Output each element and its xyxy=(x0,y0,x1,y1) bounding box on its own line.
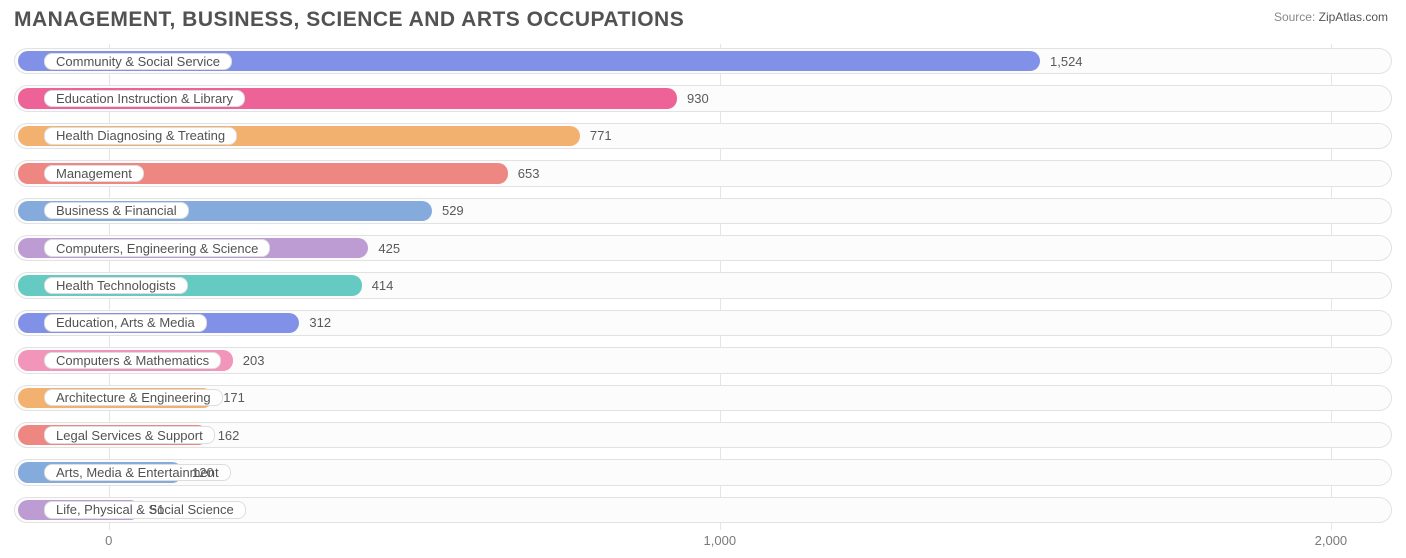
source-site: ZipAtlas.com xyxy=(1319,10,1388,24)
bar-value-label: 162 xyxy=(208,418,240,452)
chart-container: MANAGEMENT, BUSINESS, SCIENCE AND ARTS O… xyxy=(0,0,1406,558)
chart-area: Community & Social Service1,524Education… xyxy=(14,44,1392,552)
bar-value-label: 51 xyxy=(140,493,164,527)
bar-value-label: 203 xyxy=(233,343,265,377)
x-axis-tick: 1,000 xyxy=(704,533,737,548)
bar-row: Arts, Media & Entertainment120 xyxy=(14,455,1392,489)
bar-row: Health Diagnosing & Treating 771 xyxy=(14,119,1392,153)
source-label: Source: xyxy=(1274,10,1315,24)
bar-value-label: 171 xyxy=(213,381,245,415)
bar-label-pill: Legal Services & Support xyxy=(44,426,215,443)
bar-row: Education Instruction & Library 930 xyxy=(14,81,1392,115)
bar-label-pill: Computers & Mathematics xyxy=(44,352,221,369)
bar-label-pill: Health Diagnosing & Treating xyxy=(44,127,237,144)
bar-label-pill: Computers, Engineering & Science xyxy=(44,239,270,256)
bar-value-label: 1,524 xyxy=(1040,44,1083,78)
bar-label-pill: Community & Social Service xyxy=(44,53,232,70)
bar-value-label: 771 xyxy=(580,119,612,153)
bar-row: Health Technologists 414 xyxy=(14,268,1392,302)
x-axis: 0 1,000 2,000 xyxy=(14,530,1392,552)
bar-row: Business & Financial 529 xyxy=(14,194,1392,228)
bar-row: Community & Social Service 1,524 xyxy=(14,44,1392,78)
bar-label-pill: Architecture & Engineering xyxy=(44,389,223,406)
bar-label-pill: Education Instruction & Library xyxy=(44,90,245,107)
bar-value-label: 425 xyxy=(368,231,400,265)
bar-label-pill: Health Technologists xyxy=(44,277,188,294)
bar-value-label: 930 xyxy=(677,81,709,115)
bar-label-pill: Education, Arts & Media xyxy=(44,314,207,331)
plot-area: Community & Social Service1,524Education… xyxy=(14,44,1392,552)
chart-title: MANAGEMENT, BUSINESS, SCIENCE AND ARTS O… xyxy=(14,8,1392,32)
bar-value-label: 120 xyxy=(182,455,214,489)
bar-value-label: 312 xyxy=(299,306,331,340)
bar-row: Education, Arts & Media 312 xyxy=(14,306,1392,340)
source-attribution: Source: ZipAtlas.com xyxy=(1274,10,1388,24)
bar-row: Architecture & Engineering171 xyxy=(14,381,1392,415)
x-axis-tick: 2,000 xyxy=(1315,533,1348,548)
bar-row: Computers & Mathematics 203 xyxy=(14,343,1392,377)
bar-row: Life, Physical & Social Science51 xyxy=(14,493,1392,527)
bar-value-label: 414 xyxy=(362,268,394,302)
bar-row: Computers, Engineering & Science 425 xyxy=(14,231,1392,265)
bar-row: Management 653 xyxy=(14,156,1392,190)
bar-rows: Community & Social Service1,524Education… xyxy=(14,44,1392,527)
bar-label-pill: Management xyxy=(44,165,144,182)
bar-label-pill: Business & Financial xyxy=(44,202,189,219)
bar-value-label: 653 xyxy=(508,156,540,190)
bar-value-label: 529 xyxy=(432,194,464,228)
x-axis-tick: 0 xyxy=(105,533,112,548)
bar-row: Legal Services & Support162 xyxy=(14,418,1392,452)
